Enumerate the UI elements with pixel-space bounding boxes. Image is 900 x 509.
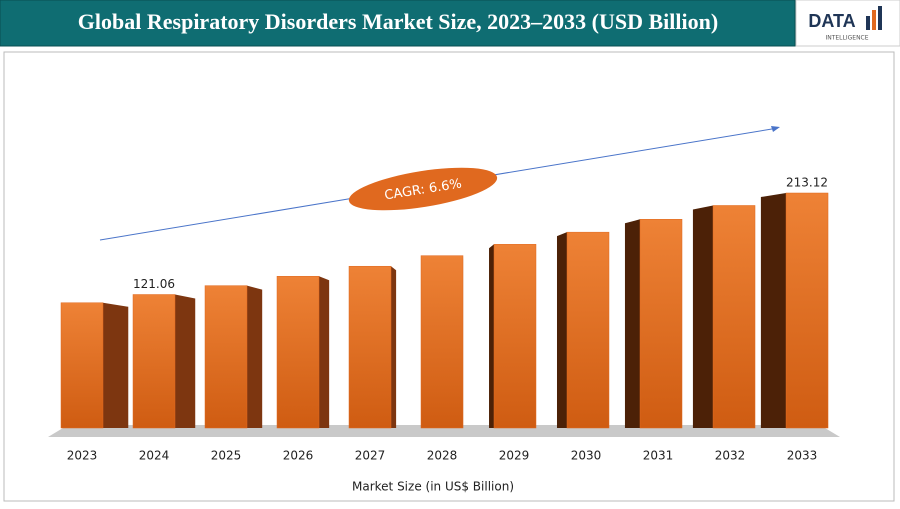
bar — [567, 232, 609, 428]
bar-side — [489, 244, 494, 428]
data-label: 213.12 — [786, 176, 828, 190]
bar-side — [625, 219, 640, 428]
x-tick-label: 2026 — [283, 449, 314, 463]
chart-title: Global Respiratory Disorders Market Size… — [78, 9, 718, 34]
bar — [205, 286, 247, 428]
bar — [61, 303, 103, 428]
bar — [494, 244, 536, 428]
logo-subtext: INTELLIGENCE — [825, 35, 868, 42]
x-tick-label: 2024 — [139, 449, 170, 463]
x-tick-label: 2030 — [571, 449, 602, 463]
bar — [349, 266, 391, 428]
bar — [277, 276, 319, 428]
bar — [421, 256, 463, 428]
x-tick-label: 2027 — [355, 449, 386, 463]
bar-side — [319, 276, 329, 428]
x-tick-label: 2029 — [499, 449, 530, 463]
logo-text: DATA — [808, 11, 855, 31]
bar — [640, 219, 682, 428]
bar-side — [761, 193, 786, 428]
x-tick-label: 2032 — [715, 449, 746, 463]
bar-side — [391, 266, 396, 428]
bar-side — [247, 286, 262, 428]
x-tick-label: 2033 — [787, 449, 818, 463]
bar-side — [693, 205, 713, 428]
logo-bar — [866, 16, 870, 30]
x-tick-label: 2031 — [643, 449, 674, 463]
bar-side — [175, 295, 195, 428]
x-axis-label: Market Size (in US$ Billion) — [352, 480, 514, 494]
x-tick-label: 2025 — [211, 449, 242, 463]
bar — [713, 205, 755, 428]
bar-side — [557, 232, 567, 428]
data-label: 121.06 — [133, 277, 175, 291]
bar-side — [103, 303, 128, 428]
bar — [133, 295, 175, 428]
x-tick-label: 2028 — [427, 449, 458, 463]
x-tick-label: 2023 — [67, 449, 98, 463]
logo-bar — [872, 10, 876, 30]
bar — [786, 193, 828, 428]
logo-bar — [878, 6, 882, 30]
